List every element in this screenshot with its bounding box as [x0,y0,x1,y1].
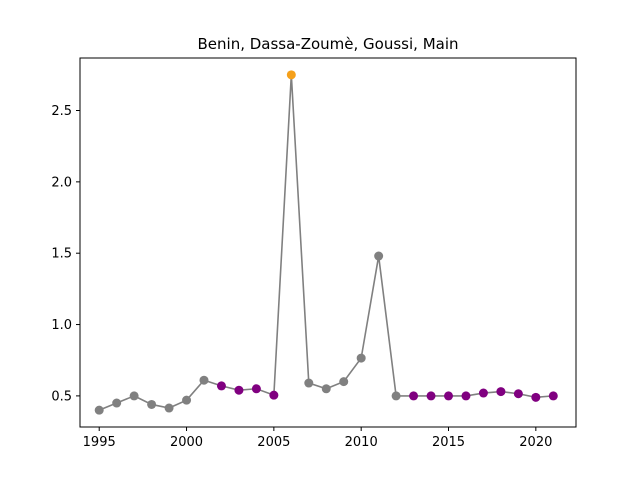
y-tick-label: 2.0 [51,175,72,190]
data-point [531,392,541,402]
data-point [444,391,454,401]
data-point [304,378,314,388]
data-point [182,395,192,405]
data-point [251,384,261,394]
plot-layer [94,70,558,415]
x-tick-label: 2015 [432,435,465,450]
x-tick-label: 1995 [83,435,116,450]
data-point [513,389,523,399]
x-axis: 1995 2000 2005 2010 2015 2020 [83,427,552,450]
data-point [374,251,384,261]
chart-title: Benin, Dassa-Zoumè, Goussi, Main [198,35,459,53]
data-point [216,381,226,391]
y-axis: 0.5 1.0 1.5 2.0 2.5 [51,104,80,404]
data-point [496,387,506,397]
data-point [112,398,122,408]
y-tick-label: 0.5 [51,389,72,404]
data-point [548,391,558,401]
data-point [199,375,209,385]
y-tick-label: 1.5 [51,247,72,262]
data-point [391,391,401,401]
series-line [98,74,554,411]
data-point [339,377,349,387]
data-point [129,391,139,401]
data-point [356,353,366,363]
y-tick-label: 2.5 [51,104,72,119]
data-point [234,385,244,395]
data-point [147,399,157,409]
data-point [269,390,279,400]
data-point [94,405,104,415]
data-point [321,384,331,394]
data-point [461,391,471,401]
x-tick-label: 2010 [345,435,378,450]
data-point [426,391,436,401]
data-point [409,391,419,401]
x-tick-label: 2000 [170,435,203,450]
x-tick-label: 2005 [257,435,290,450]
x-tick-label: 2020 [519,435,552,450]
y-tick-label: 1.0 [51,318,72,333]
plot-frame [79,57,577,428]
data-point [478,388,488,398]
data-point [164,403,174,413]
data-point [286,70,296,80]
